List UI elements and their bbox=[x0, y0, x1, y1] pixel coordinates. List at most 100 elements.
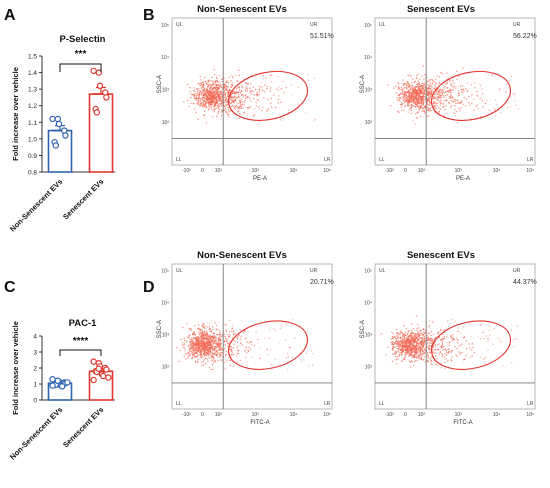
plot-frame bbox=[374, 263, 536, 410]
event-dot bbox=[414, 80, 417, 83]
event-dot bbox=[198, 331, 200, 333]
event-dot bbox=[198, 336, 200, 338]
event-dot bbox=[423, 83, 425, 85]
event-dot bbox=[212, 89, 214, 92]
event-dot bbox=[409, 366, 412, 368]
event-dot bbox=[230, 353, 232, 356]
event-dot bbox=[403, 90, 406, 93]
event-dot bbox=[202, 105, 204, 107]
plot-title: Non-Senescent EVs bbox=[197, 4, 287, 15]
event-dot bbox=[244, 94, 247, 96]
event-dot bbox=[404, 98, 407, 100]
event-dot bbox=[451, 75, 453, 77]
event-dot bbox=[207, 344, 210, 346]
y-tick-label: 10⁵ bbox=[364, 23, 372, 29]
event-dot bbox=[221, 102, 223, 105]
event-dot bbox=[205, 91, 207, 93]
event-dot bbox=[235, 74, 237, 76]
event-dot bbox=[462, 67, 464, 69]
event-dot bbox=[438, 90, 440, 93]
event-dot bbox=[493, 328, 495, 330]
event-dot bbox=[221, 109, 223, 112]
event-dot bbox=[450, 99, 453, 102]
event-dot bbox=[414, 352, 417, 354]
event-dot bbox=[417, 107, 419, 109]
event-dot bbox=[193, 351, 196, 354]
quadrant-label-ul: UL bbox=[176, 22, 183, 28]
data-point bbox=[90, 358, 97, 365]
event-dot bbox=[287, 369, 289, 371]
event-dot bbox=[197, 336, 199, 338]
y-tick-label: 10⁵ bbox=[161, 23, 169, 29]
event-dot bbox=[205, 122, 208, 124]
event-dot bbox=[427, 354, 429, 356]
event-dot bbox=[437, 105, 439, 107]
event-dot bbox=[457, 95, 460, 97]
event-dot bbox=[197, 346, 200, 348]
y-tick-label: 4 bbox=[33, 334, 37, 341]
event-dot bbox=[403, 88, 405, 90]
event-dot bbox=[405, 328, 408, 330]
event-dot bbox=[387, 346, 389, 348]
event-dot bbox=[448, 344, 451, 346]
event-dot bbox=[511, 362, 513, 364]
quadrant-label-ll: LL bbox=[176, 401, 182, 407]
event-dot bbox=[230, 105, 233, 108]
event-dot bbox=[423, 342, 425, 344]
event-dot bbox=[419, 95, 421, 98]
event-dot bbox=[418, 348, 420, 351]
event-dot bbox=[245, 81, 247, 84]
event-dot bbox=[189, 86, 191, 89]
event-dot bbox=[229, 97, 231, 99]
event-dot bbox=[209, 328, 211, 330]
event-dot bbox=[403, 336, 406, 338]
event-dot bbox=[208, 79, 210, 81]
event-dot bbox=[249, 341, 251, 343]
event-dot bbox=[205, 82, 208, 84]
event-dot bbox=[453, 85, 455, 87]
event-dot bbox=[210, 355, 212, 357]
event-dot bbox=[430, 341, 432, 343]
event-dot bbox=[441, 344, 443, 346]
event-dot bbox=[214, 322, 216, 324]
event-dot bbox=[471, 102, 473, 104]
event-dot bbox=[235, 105, 237, 107]
event-dot bbox=[442, 94, 444, 97]
event-dot bbox=[213, 352, 216, 355]
event-dot bbox=[189, 353, 191, 355]
event-dot bbox=[240, 338, 242, 340]
event-dot bbox=[199, 330, 201, 332]
event-dot bbox=[245, 95, 247, 97]
event-dot bbox=[444, 108, 446, 111]
y-tick-label: 10² bbox=[162, 364, 170, 370]
event-dot bbox=[436, 102, 438, 105]
event-dot bbox=[450, 359, 452, 361]
event-dot bbox=[193, 343, 195, 345]
event-dot bbox=[175, 346, 178, 349]
event-dot bbox=[199, 350, 201, 352]
event-dot bbox=[442, 92, 444, 94]
event-dot bbox=[197, 361, 199, 363]
event-dot bbox=[422, 346, 424, 348]
event-dot bbox=[259, 347, 261, 349]
event-dot bbox=[257, 93, 259, 95]
category-label: Non-Senescent EVs bbox=[8, 177, 64, 233]
event-dot bbox=[264, 84, 266, 86]
event-dot bbox=[442, 333, 444, 336]
event-dot bbox=[463, 96, 465, 99]
event-dot bbox=[450, 85, 452, 87]
event-dot bbox=[380, 333, 383, 335]
event-dot bbox=[430, 89, 433, 92]
event-dot bbox=[219, 83, 222, 86]
event-dot bbox=[463, 358, 465, 361]
event-dot bbox=[277, 102, 279, 104]
event-dot bbox=[198, 344, 200, 347]
event-dot bbox=[405, 97, 407, 99]
event-dot bbox=[191, 351, 193, 353]
event-dot bbox=[206, 332, 208, 335]
event-dot bbox=[249, 91, 251, 93]
event-dot bbox=[407, 111, 409, 114]
event-dot bbox=[432, 83, 434, 85]
event-dot bbox=[199, 90, 202, 92]
plot-title: Non-Senescent EVs bbox=[197, 250, 287, 261]
